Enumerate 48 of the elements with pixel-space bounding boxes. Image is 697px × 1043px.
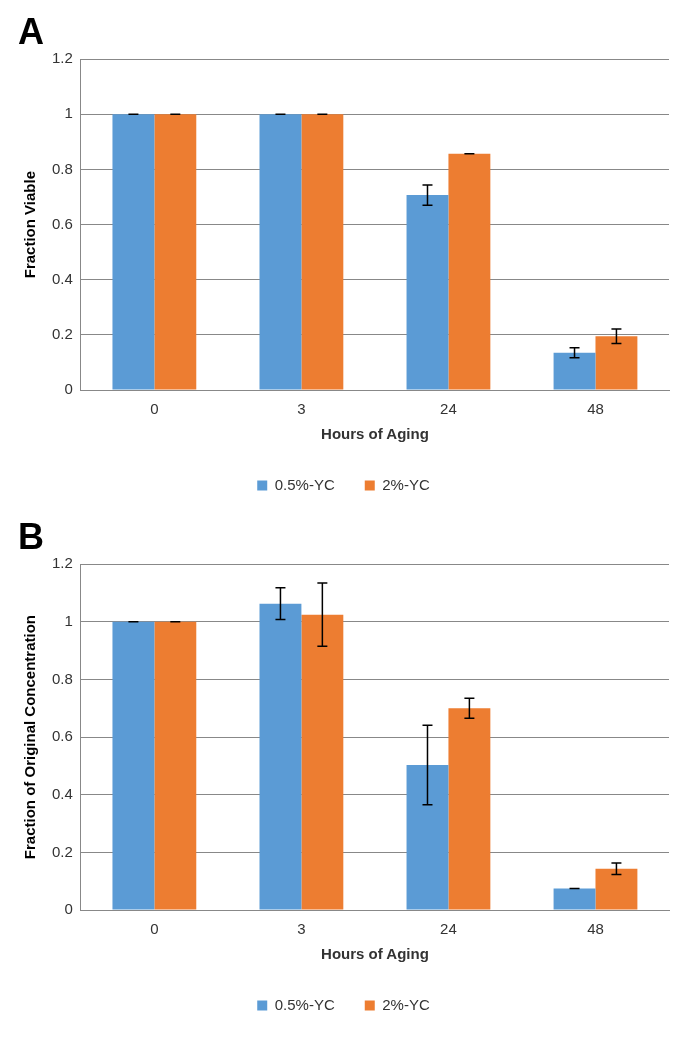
bar: [448, 708, 491, 910]
bar: [595, 868, 638, 910]
chart-title: B: [18, 515, 44, 557]
bar: [112, 114, 155, 390]
y-tick-label: 0.8: [51, 159, 73, 177]
y-tick-label: 0.2: [51, 842, 73, 860]
bar: [595, 336, 638, 390]
bar: [406, 195, 449, 390]
x-tick-label: 0: [150, 920, 159, 938]
x-axis-title: Hours of Aging: [321, 945, 429, 963]
legend-label: 2%-YC: [382, 475, 430, 493]
legend-label: 2%-YC: [382, 995, 430, 1013]
y-tick-label: 0.8: [51, 669, 73, 687]
bar: [553, 888, 596, 910]
bar: [301, 114, 344, 390]
x-tick-label: 48: [587, 400, 604, 418]
y-tick-label: 0.2: [51, 325, 73, 343]
y-tick-label: 0: [64, 900, 73, 918]
y-axis-title: Fraction of Original Concentration: [21, 615, 39, 860]
legend-label: 0.5%-YC: [274, 995, 335, 1013]
y-tick-label: 0.4: [51, 784, 73, 802]
y-tick-label: 1.2: [51, 554, 73, 572]
bar: [259, 603, 302, 910]
bar: [259, 114, 302, 390]
x-tick-label: 0: [150, 400, 159, 418]
x-tick-label: 24: [440, 920, 457, 938]
y-tick-label: 1: [64, 104, 73, 122]
bar: [448, 153, 491, 390]
x-tick-label: 3: [297, 920, 306, 938]
x-tick-label: 3: [297, 400, 306, 418]
bar: [553, 352, 596, 390]
y-tick-label: 0.6: [51, 214, 73, 232]
chart-title: A: [18, 10, 44, 52]
y-tick-label: 0.6: [51, 727, 73, 745]
bar: [112, 621, 155, 910]
x-axis-title: Hours of Aging: [321, 425, 429, 443]
x-tick-label: 48: [587, 920, 604, 938]
y-tick-label: 1.2: [51, 49, 73, 67]
y-tick-label: 0: [64, 380, 73, 398]
bar: [154, 621, 197, 910]
x-tick-label: 24: [440, 400, 457, 418]
legend-label: 0.5%-YC: [274, 475, 335, 493]
y-axis-title: Fraction Viable: [21, 170, 39, 279]
bar: [154, 114, 197, 390]
y-tick-label: 0.4: [51, 269, 73, 287]
y-tick-label: 1: [64, 611, 73, 629]
bar: [406, 765, 449, 910]
bar: [301, 614, 344, 910]
